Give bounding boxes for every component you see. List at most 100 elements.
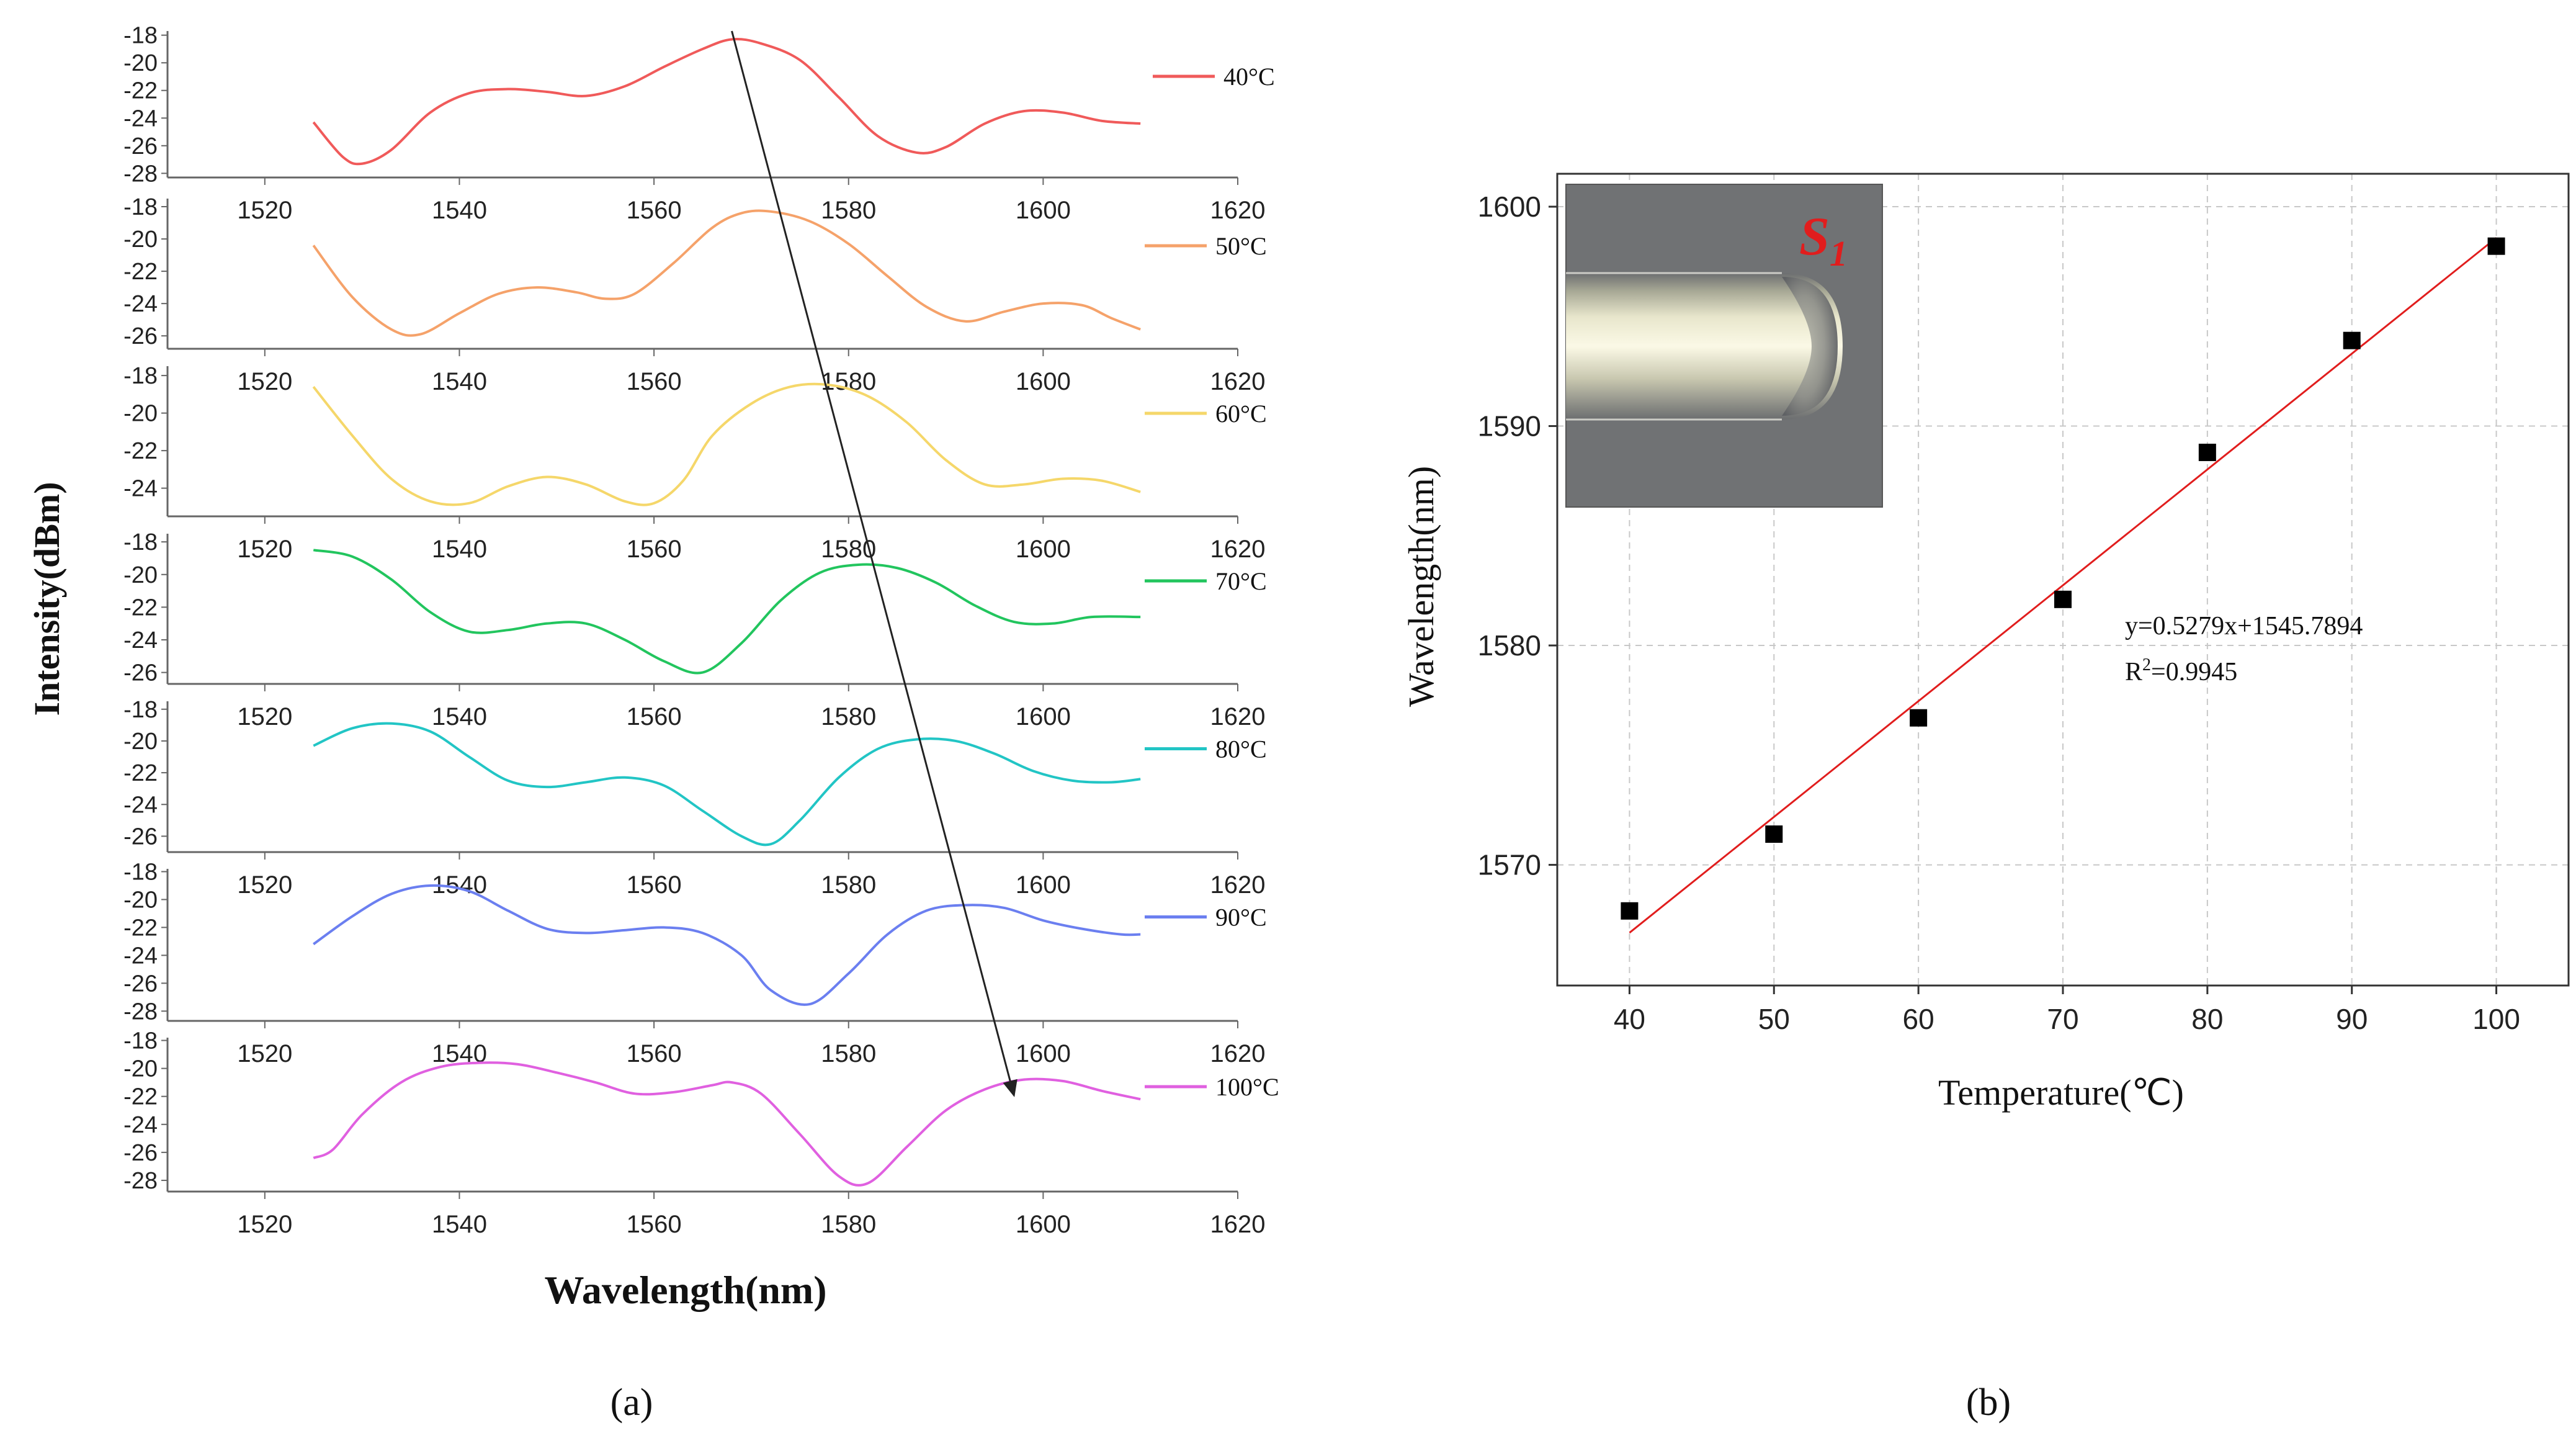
- chart-a-legend-label-6: 100°C: [1215, 1073, 1279, 1101]
- chart-a-ytick-label-3: -18: [123, 529, 158, 555]
- chart-a-ytick-label-1: -22: [123, 259, 158, 285]
- chart-a-series-line-1: [312, 209, 1141, 337]
- chart-b-ytick-label: 1590: [1478, 410, 1541, 442]
- chart-a-xtick-label-5: 1560: [627, 1040, 682, 1067]
- chart-a-xtick-label-0: 1580: [821, 197, 876, 224]
- chart-a-xtick-label-2: 1560: [627, 536, 682, 563]
- chart-a-ytick-label-6: -18: [123, 1028, 158, 1054]
- chart-a-xtick-label-6: 1560: [627, 1211, 682, 1238]
- chart-a-xtick-label-2: 1620: [1210, 536, 1266, 563]
- chart-b-data-point: [2343, 331, 2361, 349]
- chart-a-xtick-label-5: 1620: [1210, 1040, 1266, 1067]
- chart-a-xtick-label-3: 1580: [821, 703, 876, 730]
- chart-a-xtick-label-3: 1620: [1210, 703, 1266, 730]
- chart-a-ytick-label-0: -24: [123, 106, 158, 132]
- chart-a-shift-arrow: [731, 30, 1017, 1097]
- panel-label-b: (b): [1966, 1381, 2011, 1424]
- chart-a-ytick-label-6: -28: [123, 1168, 158, 1194]
- inset-label: S1: [1799, 207, 1848, 274]
- chart-a-xtick-label-4: 1520: [237, 871, 292, 899]
- chart-b-ytick-label: 1570: [1478, 849, 1541, 881]
- chart-a-x-axis-label: Wavelength(nm): [544, 1268, 826, 1312]
- chart-b-data-point: [2487, 237, 2505, 255]
- chart-a-xtick-label-3: 1560: [627, 703, 682, 730]
- chart-a-ytick-label-5: -24: [123, 943, 158, 969]
- chart-a-ytick-label-1: -24: [123, 291, 158, 317]
- chart-a-legend-label-1: 50°C: [1215, 232, 1267, 260]
- fit-r2-prefix: R: [2125, 658, 2142, 686]
- chart-b-data-point: [2198, 443, 2216, 461]
- chart-b-xtick-label: 90: [2336, 1003, 2368, 1035]
- chart-a-ytick-label-3: -20: [123, 562, 158, 588]
- chart-a-ytick-label-3: -26: [123, 660, 158, 686]
- chart-a-ytick-label-0: -20: [123, 50, 158, 76]
- chart-a-ytick-label-4: -20: [123, 729, 158, 755]
- chart-a-ytick-label-0: -22: [123, 78, 158, 104]
- chart-a-ytick-label-5: -28: [123, 999, 158, 1025]
- chart-b-ytick-label: 1580: [1478, 629, 1541, 662]
- chart-b-data-point: [1621, 902, 1639, 920]
- chart-a-ytick-label-1: -26: [123, 323, 158, 349]
- chart-a-series-line-4: [313, 722, 1141, 846]
- chart-b-ytick-label: 1600: [1478, 191, 1541, 223]
- chart-a-xtick-label-0: 1540: [432, 197, 487, 224]
- chart-a-xtick-label-0: 1620: [1210, 197, 1266, 224]
- chart-a-ytick-label-5: -18: [123, 859, 158, 885]
- chart-b-xtick-label: 100: [2472, 1003, 2520, 1035]
- fit-equation: y=0.5279x+1545.7894: [2125, 612, 2363, 640]
- chart-a-xtick-label-4: 1600: [1016, 871, 1071, 899]
- chart-a-xtick-label-6: 1600: [1016, 1211, 1071, 1238]
- chart-a-ytick-label-3: -22: [123, 595, 158, 621]
- chart-a-ytick-label-6: -20: [123, 1056, 158, 1082]
- chart-a-xtick-label-1: 1580: [821, 368, 876, 395]
- panel-label-a: (a): [610, 1381, 653, 1424]
- chart-b-y-axis-label: Wavelength(nm): [1401, 466, 1441, 707]
- chart-a-xtick-label-6: 1540: [432, 1211, 487, 1238]
- chart-a-ytick-label-5: -26: [123, 971, 158, 997]
- chart-a-ytick-label-0: -18: [123, 23, 158, 49]
- chart-b: 40 50 60 70 80 90 100 1570 1580 1590 1600: [1478, 173, 2570, 1035]
- chart-a-series-line-0: [312, 37, 1141, 166]
- chart-a-xtick-label-0: 1560: [627, 197, 682, 224]
- chart-a-ytick-label-2: -24: [123, 476, 158, 502]
- chart-a-series-line-3: [313, 549, 1141, 675]
- chart-a-xtick-label-5: 1520: [237, 1040, 292, 1067]
- chart-a-ytick-label-1: -20: [123, 227, 158, 253]
- chart-b-data-point: [1910, 709, 1928, 727]
- chart-a-legend-label-4: 80°C: [1215, 735, 1267, 763]
- chart-a-series-line-5: [313, 884, 1141, 1006]
- chart-a-ytick-label-6: -24: [123, 1112, 158, 1138]
- chart-a-series-line-2: [312, 382, 1141, 506]
- chart-a-ytick-label-1: -18: [123, 194, 158, 220]
- chart-a-xtick-label-3: 1520: [237, 703, 292, 730]
- chart-a-xtick-label-4: 1560: [627, 871, 682, 899]
- chart-a-xtick-label-2: 1580: [821, 536, 876, 563]
- chart-a-ytick-label-3: -24: [123, 627, 158, 653]
- chart-a-ytick-label-6: -22: [123, 1084, 158, 1110]
- chart-a-ytick-label-2: -18: [123, 363, 158, 389]
- chart-a-y-axis-label: Intensity(dBm): [27, 482, 67, 716]
- chart-a-ytick-label-6: -26: [123, 1140, 158, 1166]
- chart-a-xtick-label-0: 1600: [1016, 197, 1071, 224]
- chart-a-xtick-label-0: 1520: [237, 197, 292, 224]
- chart-a-xtick-label-4: 1580: [821, 871, 876, 899]
- chart-b-xtick-label: 50: [1758, 1003, 1790, 1035]
- fit-r-squared: R2=0.9945: [2125, 655, 2237, 686]
- chart-b-x-axis-label: Temperature(℃): [1938, 1072, 2184, 1113]
- chart-a-xtick-label-3: 1600: [1016, 703, 1071, 730]
- chart-b-xtick-label: 80: [2191, 1003, 2223, 1035]
- chart-a-ytick-label-5: -22: [123, 915, 158, 941]
- chart-a-legend-label-5: 90°C: [1215, 904, 1267, 932]
- chart-a-xtick-label-6: 1520: [237, 1211, 292, 1238]
- chart-a-xtick-label-5: 1580: [821, 1040, 876, 1067]
- chart-b-fit-line: [1629, 237, 2497, 934]
- fiber-inset-image: S1: [1565, 184, 1883, 508]
- chart-b-data-point: [1765, 825, 1783, 843]
- chart-a-ytick-label-4: -22: [123, 760, 158, 786]
- chart-a-legend-label-0: 40°C: [1223, 63, 1275, 91]
- chart-a-ytick-label-0: -26: [123, 133, 158, 159]
- chart-a-ytick-label-4: -26: [123, 824, 158, 850]
- chart-a-legend-label-3: 70°C: [1215, 567, 1267, 595]
